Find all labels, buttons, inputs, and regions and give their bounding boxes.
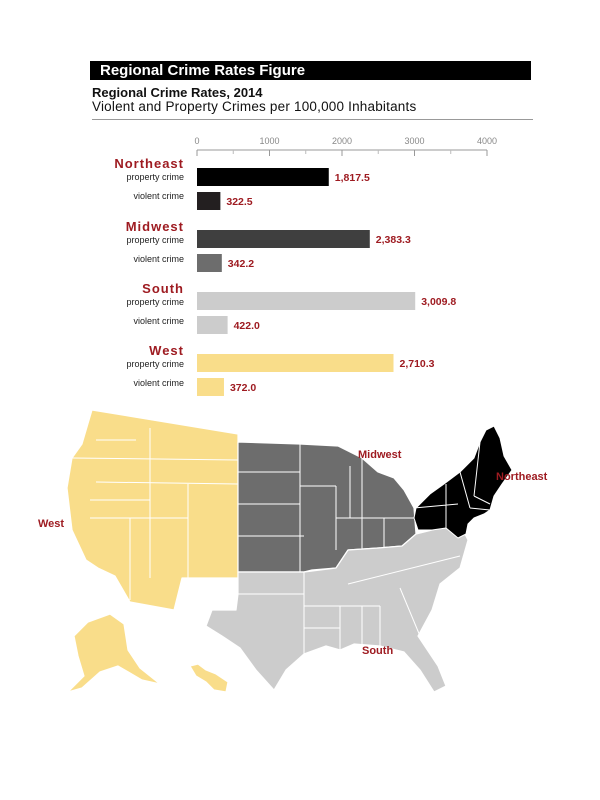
bar-value-label: 3,009.8 bbox=[421, 296, 456, 308]
bar-category-label: violent crime bbox=[133, 378, 184, 388]
map-region-south bbox=[205, 523, 469, 693]
bar bbox=[197, 168, 329, 186]
x-tick-label: 0 bbox=[194, 136, 199, 146]
bar-value-label: 372.0 bbox=[230, 382, 256, 394]
x-tick-label: 1000 bbox=[259, 136, 279, 146]
bar bbox=[197, 354, 394, 372]
x-tick-label: 4000 bbox=[477, 136, 497, 146]
bar bbox=[197, 316, 228, 334]
west-mainland-shape bbox=[66, 409, 239, 611]
alaska-shape bbox=[67, 613, 161, 693]
map-label-south: South bbox=[362, 645, 393, 657]
bar-value-label: 2,383.3 bbox=[376, 234, 411, 246]
bar-value-label: 422.0 bbox=[234, 320, 260, 332]
south-shape bbox=[205, 523, 469, 693]
bar-value-label: 322.5 bbox=[226, 196, 252, 208]
map-label-west: West bbox=[38, 518, 64, 530]
hawaii-shape bbox=[189, 663, 229, 693]
region-map: West Midwest Northeast South bbox=[38, 409, 548, 693]
bar-category-label: property crime bbox=[126, 359, 184, 369]
chart-title: Regional Crime Rates, 2014 bbox=[92, 85, 263, 100]
bar-category-label: property crime bbox=[126, 235, 184, 245]
bar-category-label: violent crime bbox=[133, 254, 184, 264]
bar bbox=[197, 192, 221, 210]
map-label-northeast: Northeast bbox=[496, 471, 548, 483]
map-region-northeast bbox=[413, 425, 513, 539]
x-tick-label: 2000 bbox=[332, 136, 352, 146]
bar bbox=[197, 292, 416, 310]
bar-category-label: violent crime bbox=[133, 316, 184, 326]
figure-title-bar: Regional Crime Rates Figure bbox=[90, 61, 531, 80]
figure-title: Regional Crime Rates Figure bbox=[100, 62, 306, 79]
map-label-midwest: Midwest bbox=[358, 449, 402, 461]
bar-value-label: 1,817.5 bbox=[335, 172, 370, 184]
x-tick-label: 3000 bbox=[404, 136, 424, 146]
bar-category-label: property crime bbox=[126, 172, 184, 182]
region-label: West bbox=[149, 343, 184, 358]
map-region-west bbox=[66, 409, 239, 693]
region-label: Northeast bbox=[114, 156, 184, 171]
bar-category-label: violent crime bbox=[133, 191, 184, 201]
bar-value-label: 2,710.3 bbox=[399, 358, 434, 370]
bar-category-label: property crime bbox=[126, 297, 184, 307]
region-label: South bbox=[142, 281, 184, 296]
header-divider bbox=[92, 119, 533, 120]
region-label: Midwest bbox=[126, 219, 184, 234]
bar bbox=[197, 230, 370, 248]
bar-value-label: 342.2 bbox=[228, 258, 254, 270]
chart-subtitle: Violent and Property Crimes per 100,000 … bbox=[92, 99, 417, 114]
bar bbox=[197, 254, 222, 272]
bar bbox=[197, 378, 224, 396]
